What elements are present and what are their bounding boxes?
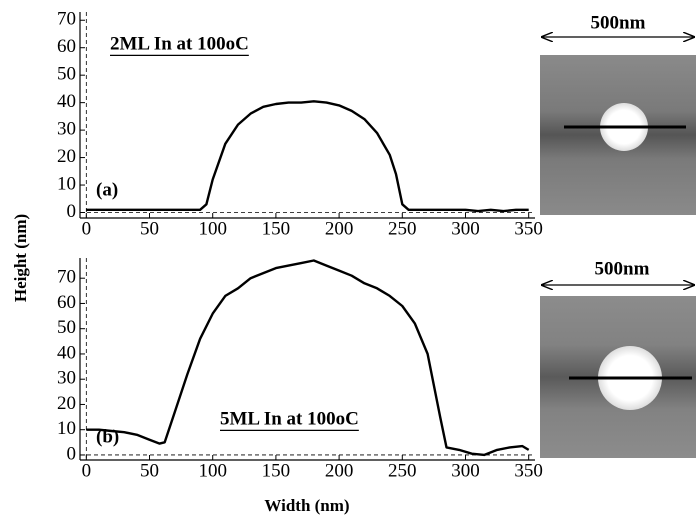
y-tick-label: 60 bbox=[57, 292, 76, 313]
panel-label: (b) bbox=[96, 426, 119, 447]
y-tick-label: 30 bbox=[57, 368, 76, 389]
x-tick-label: 100 bbox=[198, 460, 227, 481]
x-tick-label: 200 bbox=[325, 460, 354, 481]
data-line bbox=[86, 101, 528, 211]
y-tick-label: 10 bbox=[57, 418, 76, 439]
x-tick-label: 300 bbox=[451, 460, 480, 481]
y-tick-label: 0 bbox=[67, 443, 77, 464]
x-tick-label: 200 bbox=[325, 218, 354, 239]
x-tick-label: 0 bbox=[82, 460, 92, 481]
scale-label: 500nm bbox=[595, 258, 650, 279]
figure: 010203040506070050100150200250300350(a)2… bbox=[0, 0, 696, 520]
x-tick-label: 150 bbox=[262, 218, 291, 239]
y-tick-label: 20 bbox=[57, 393, 76, 414]
y-tick-label: 40 bbox=[57, 91, 76, 112]
y-tick-label: 70 bbox=[57, 9, 76, 30]
y-tick-label: 60 bbox=[57, 36, 76, 57]
y-tick-label: 10 bbox=[57, 173, 76, 194]
annotation: 5ML In at 100oC bbox=[220, 408, 359, 429]
x-tick-label: 100 bbox=[198, 218, 227, 239]
y-tick-label: 30 bbox=[57, 118, 76, 139]
y-tick-label: 50 bbox=[57, 317, 76, 338]
y-tick-label: 70 bbox=[57, 267, 76, 288]
afm-image bbox=[540, 37, 696, 215]
x-tick-label: 350 bbox=[514, 460, 543, 481]
x-tick-label: 250 bbox=[388, 460, 417, 481]
panel-label: (a) bbox=[96, 179, 118, 200]
x-tick-label: 50 bbox=[140, 460, 159, 481]
x-tick-label: 250 bbox=[388, 218, 417, 239]
scale-label: 500nm bbox=[591, 12, 646, 33]
y-tick-label: 20 bbox=[57, 146, 76, 167]
x-tick-label: 50 bbox=[140, 218, 159, 239]
y-axis-label: Height (nm) bbox=[11, 214, 30, 302]
x-tick-label: 350 bbox=[514, 218, 543, 239]
x-tick-label: 0 bbox=[82, 218, 92, 239]
y-tick-label: 50 bbox=[57, 64, 76, 85]
x-axis-label: Width (nm) bbox=[264, 496, 349, 515]
y-tick-label: 0 bbox=[67, 201, 77, 222]
x-tick-label: 150 bbox=[262, 460, 291, 481]
y-tick-label: 40 bbox=[57, 342, 76, 363]
afm-image bbox=[540, 285, 696, 458]
annotation: 2ML In at 100oC bbox=[110, 33, 249, 54]
x-tick-label: 300 bbox=[451, 218, 480, 239]
